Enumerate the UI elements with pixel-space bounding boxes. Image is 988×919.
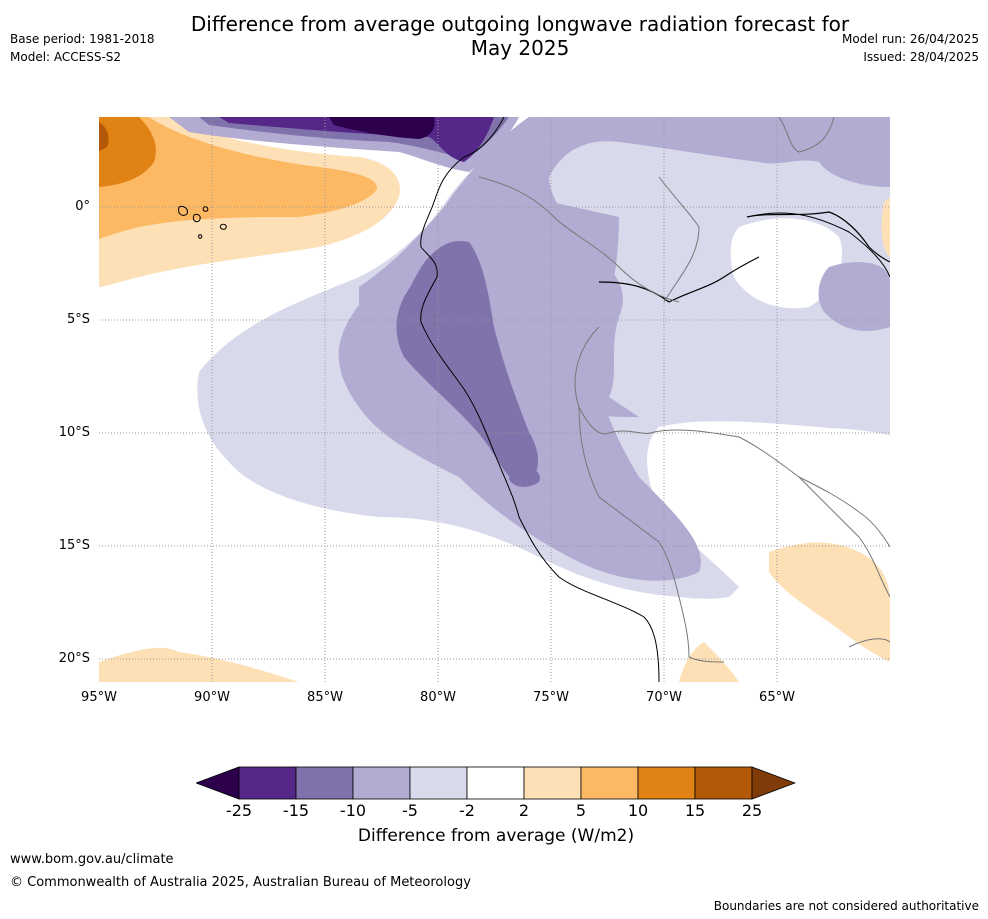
y-tick: 15°S <box>58 538 90 553</box>
shade-deep-orange <box>99 122 109 151</box>
title-line-1: Difference from average outgoing longwav… <box>190 12 850 36</box>
country-borders <box>478 117 890 663</box>
shade-light-orange-south-east <box>769 542 890 662</box>
x-tick: 80°W <box>420 690 456 705</box>
colorbar-swatch <box>637 766 696 800</box>
shade-neutral-amazon <box>730 218 843 309</box>
page-title: Difference from average outgoing longwav… <box>150 12 890 60</box>
metadata-right: Model run: 26/04/2025 Issued: 28/04/2025 <box>842 30 979 66</box>
shade-light-orange-east-edge <box>881 197 890 257</box>
x-tick: 75°W <box>533 690 569 705</box>
colorbar-tick: 15 <box>684 801 706 820</box>
x-tick: 65°W <box>759 690 795 705</box>
graticule <box>99 117 890 682</box>
title-line-2: May 2025 <box>470 36 570 60</box>
colorbar-tick: 5 <box>575 801 587 820</box>
shade-darkest-violet <box>329 117 435 139</box>
copyright-notice: © Commonwealth of Australia 2025, Austra… <box>10 875 471 890</box>
x-tick: 90°W <box>194 690 230 705</box>
shade-light-orange-south-west <box>99 647 299 682</box>
colorbar-label: Difference from average (W/m2) <box>357 826 635 846</box>
coastline-north-south-america <box>598 211 890 303</box>
colorbar-extension-low <box>194 766 240 800</box>
colorbar-tick: 2 <box>518 801 530 820</box>
colorbar-tick: -10 <box>339 801 367 820</box>
y-tick: 10°S <box>58 425 90 440</box>
issued-date: Issued: 28/04/2025 <box>863 50 979 64</box>
x-tick: 70°W <box>646 690 682 705</box>
anomaly-map <box>99 117 890 682</box>
colorbar-swatch <box>580 766 639 800</box>
y-tick: 0° <box>75 199 90 214</box>
metadata-left: Base period: 1981-2018 Model: ACCESS-S2 <box>10 30 155 66</box>
colorbar-tick: 25 <box>741 801 763 820</box>
x-tick: 95°W <box>81 690 117 705</box>
y-tick: 20°S <box>58 651 90 666</box>
colorbar-tick: -15 <box>282 801 310 820</box>
colorbar-swatch <box>295 766 354 800</box>
y-tick: 5°S <box>66 312 90 327</box>
shade-medium-lavender-northeast <box>818 262 890 332</box>
base-period: Base period: 1981-2018 <box>10 32 155 46</box>
shade-light-orange-south-center <box>679 642 739 682</box>
website-link[interactable]: www.bom.gov.au/climate <box>10 852 174 867</box>
shade-dark-lavender <box>396 240 539 487</box>
boundaries-disclaimer: Boundaries are not considered authoritat… <box>713 899 979 913</box>
colorbar-graphic <box>194 766 797 800</box>
colorbar-tick: -5 <box>402 801 418 820</box>
colorbar-tick: -25 <box>225 801 253 820</box>
shade-dark-lavender-patch <box>509 465 540 487</box>
coastline-northeast <box>746 212 890 278</box>
coastline-west-south-america <box>420 117 660 682</box>
shade-dark-orange <box>99 117 156 187</box>
model-run: Model run: 26/04/2025 <box>841 32 979 46</box>
colorbar-tick: 10 <box>627 801 649 820</box>
map-panel <box>99 117 890 682</box>
shade-orange <box>99 117 378 239</box>
model-name: Model: ACCESS-S2 <box>10 50 122 64</box>
colorbar-swatch <box>466 766 525 800</box>
shade-medium-lavender <box>359 117 890 417</box>
colorbar-extension-high <box>751 766 797 800</box>
colorbar-swatch <box>523 766 582 800</box>
galapagos-islands <box>178 206 227 239</box>
colorbar <box>194 766 797 802</box>
colorbar-tick: -2 <box>459 801 475 820</box>
colorbar-swatch <box>352 766 411 800</box>
colorbar-swatch <box>694 766 753 800</box>
colorbar-swatch <box>238 766 297 800</box>
x-tick: 85°W <box>307 690 343 705</box>
colorbar-swatch <box>409 766 468 800</box>
